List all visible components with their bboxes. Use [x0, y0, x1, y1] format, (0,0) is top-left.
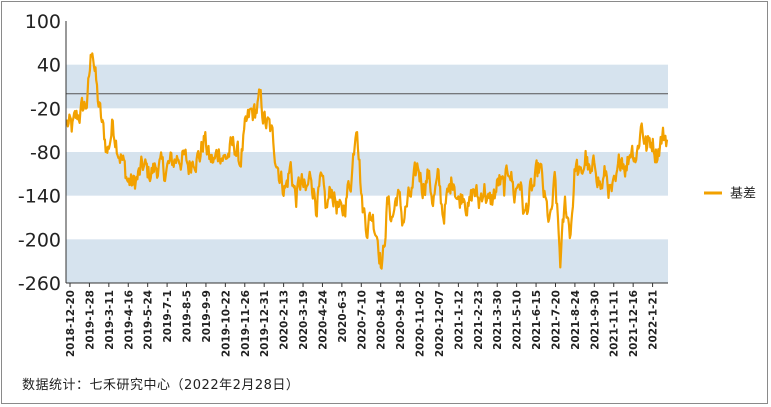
band-2	[66, 239, 668, 283]
x-tick-label: 2019-3-11	[104, 290, 116, 350]
x-tick-label: 2021-7-20	[550, 290, 562, 350]
y-tick-label: -80	[30, 142, 61, 164]
x-tick-label: 2020-4-24	[317, 290, 329, 350]
x-tick-label: 2021-12-16	[628, 290, 640, 357]
x-tick-label: 2019-5-24	[143, 290, 155, 350]
background-bands	[66, 64, 668, 283]
x-tick-label: 2021-6-15	[531, 290, 543, 350]
y-axis-ticks: 100 40 -20 -80 -140 -200 -260	[18, 11, 61, 295]
y-tick-label: 100	[25, 11, 61, 33]
x-tick-label: 2022-1-21	[648, 290, 660, 350]
x-tick-label: 2021-3-30	[492, 290, 504, 350]
x-tick-label: 2019-12-31	[259, 290, 271, 357]
x-tick-label: 2021-9-30	[589, 290, 601, 350]
y-tick-label: -140	[18, 186, 61, 208]
y-tick-label: -20	[30, 98, 61, 120]
x-tick-label: 2021-11-11	[609, 290, 621, 357]
x-axis-ticks: 2018-12-20 2019-1-28 2019-3-11 2019-4-16 201…	[65, 283, 660, 357]
x-tick-label: 2019-8-5	[182, 290, 194, 343]
series-line-basis	[65, 52, 669, 270]
x-tick-label: 2020-11-02	[415, 290, 427, 357]
legend-label: 基差	[730, 187, 756, 202]
series-basis	[65, 52, 669, 270]
x-tick-label: 2020-2-13	[279, 290, 291, 350]
x-tick-label: 2020-12-07	[434, 290, 446, 357]
source-note: 数据统计：七禾研究中心（2022年2月28日）	[22, 378, 300, 393]
x-tick-label: 2018-12-20	[65, 290, 77, 357]
y-tick-label: -200	[18, 229, 61, 251]
x-tick-label: 2020-3-19	[298, 290, 310, 350]
x-tick-label: 2019-10-22	[220, 290, 232, 357]
x-tick-label: 2020-9-18	[395, 290, 407, 350]
band-0	[66, 64, 668, 109]
y-tick-label: -260	[18, 273, 61, 295]
x-tick-label: 2020-8-14	[376, 290, 388, 350]
x-tick-label: 2019-1-28	[84, 290, 96, 350]
x-tick-label: 2019-7-1	[162, 290, 174, 343]
x-tick-label: 2021-8-24	[570, 290, 582, 350]
x-tick-label: 2020-6-3	[337, 290, 349, 343]
x-tick-label: 2021-2-23	[473, 290, 485, 350]
x-tick-label: 2019-11-26	[240, 290, 252, 357]
axes	[65, 21, 668, 284]
y-tick-label: 40	[37, 55, 61, 77]
x-tick-label: 2021-1-12	[453, 290, 465, 350]
x-tick-label: 2019-9-9	[201, 290, 213, 343]
x-tick-label: 2021-5-10	[512, 290, 524, 350]
x-tick-label: 2019-4-16	[123, 290, 135, 350]
legend: 基差	[704, 187, 756, 202]
x-tick-label: 2020-7-10	[356, 290, 368, 350]
